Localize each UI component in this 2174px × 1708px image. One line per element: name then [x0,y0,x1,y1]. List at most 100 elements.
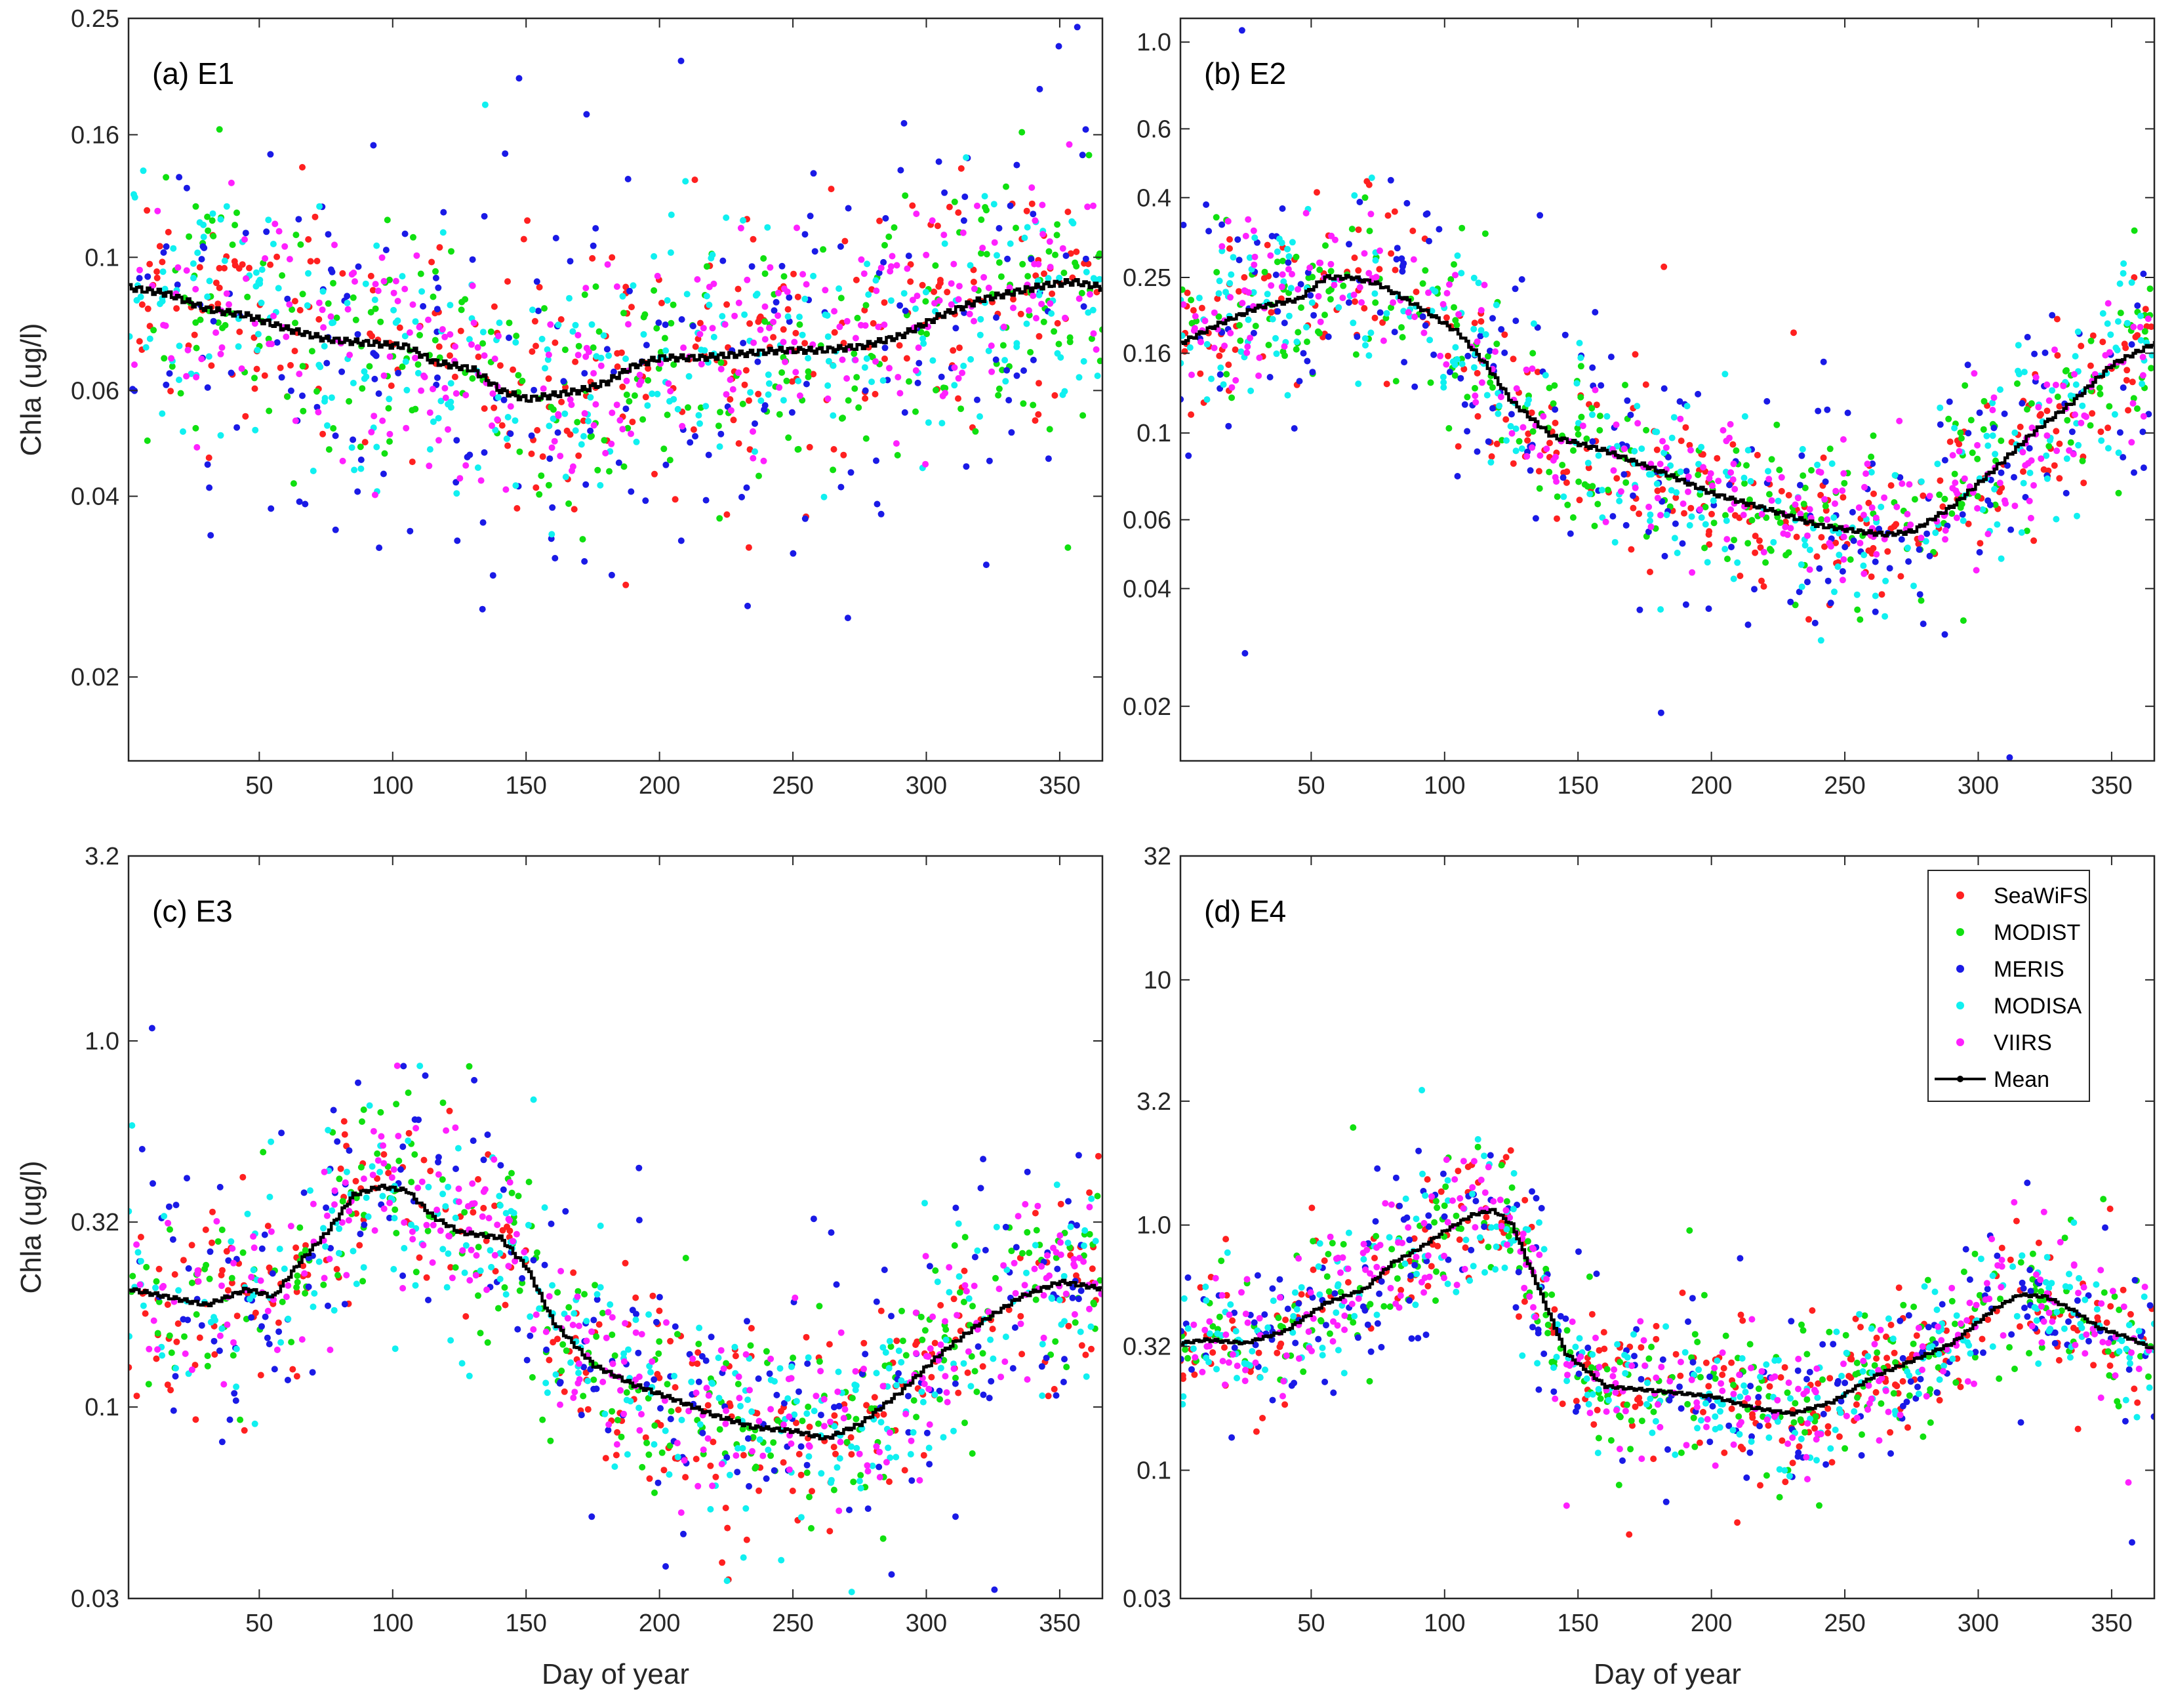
point-modisa [1688,513,1695,520]
point-modisa [175,1287,182,1294]
point-viirs [620,1358,628,1365]
point-modisa [937,1364,944,1372]
point-meris [1869,460,1876,467]
point-seawifs [614,1429,621,1436]
point-modisa [2099,310,2106,317]
point-seawifs [619,383,626,390]
point-viirs [1840,533,1847,540]
point-seawifs [1590,1421,1598,1428]
point-seawifs [1314,189,1320,196]
point-viirs [1899,480,1906,487]
point-modisa [625,1346,632,1353]
point-meris [454,537,461,544]
point-viirs [1513,385,1520,392]
point-meris [515,75,523,82]
point-modist [1340,1241,1347,1248]
point-viirs [1989,407,1996,414]
point-viirs [834,1388,841,1395]
point-seawifs [2020,468,2026,475]
point-viirs [852,335,859,342]
point-modist [1971,1354,1979,1361]
point-seawifs [955,209,962,216]
point-meris [1436,226,1443,233]
point-seawifs [1636,1394,1643,1402]
point-modist [545,481,552,489]
point-modisa [2021,369,2028,376]
point-viirs [1011,1259,1018,1267]
point-modisa [1007,240,1014,247]
point-modist [218,1227,226,1233]
point-meris [941,189,948,196]
point-seawifs [1777,1374,1784,1381]
point-meris [1075,1295,1082,1303]
point-seawifs [191,331,198,338]
point-meris [2085,1337,2092,1345]
point-modist [715,422,722,430]
point-modist [887,1343,895,1350]
point-viirs [489,390,496,397]
point-modisa [1362,342,1369,349]
point-seawifs [481,405,488,412]
point-meris [2042,349,2049,356]
point-viirs [1723,536,1731,543]
point-modist [1193,317,1200,325]
point-meris [1238,27,1245,34]
point-viirs [599,1378,607,1385]
point-seawifs [803,1333,810,1341]
point-meris [2065,1318,2072,1325]
point-viirs [744,276,751,283]
point-modist [228,1274,235,1282]
x-axis-label: Day of year [542,1658,689,1690]
point-modisa [853,1382,860,1389]
point-viirs [331,1187,338,1194]
point-seawifs [1462,1244,1469,1251]
point-modist [2061,1234,2068,1242]
point-modist [1485,1244,1492,1251]
point-viirs [251,320,258,327]
point-viirs [2139,354,2146,361]
point-modisa [622,356,629,362]
point-seawifs [289,1366,296,1373]
point-meris [1251,1319,1258,1326]
point-viirs [287,1223,294,1230]
point-meris [435,284,442,291]
point-seawifs [1956,441,1963,448]
point-modisa [709,251,716,258]
point-modisa [235,343,242,350]
point-viirs [409,301,416,308]
point-seawifs [212,279,220,287]
point-viirs [613,401,620,409]
point-modist [414,361,422,368]
point-modisa [322,1243,329,1250]
point-modist [1595,1434,1602,1442]
point-modisa [307,1187,313,1194]
point-modisa [601,1410,609,1417]
point-modist [1842,1445,1849,1452]
point-seawifs [1534,369,1541,376]
point-modisa [719,313,726,320]
point-viirs [1062,314,1068,321]
point-modist [2137,1352,2144,1360]
point-modisa [1653,480,1661,487]
point-meris [1794,1453,1802,1460]
point-viirs [2027,514,2034,521]
point-modist [968,1353,975,1360]
point-meris [1377,309,1384,316]
point-meris [952,1380,959,1387]
point-meris [138,1146,146,1152]
point-meris [210,317,217,325]
point-seawifs [533,342,539,350]
point-meris [1946,398,1953,405]
point-seawifs [707,1462,714,1469]
point-meris [662,321,669,329]
point-seawifs [732,1352,739,1360]
point-viirs [551,437,558,445]
point-modist [1546,384,1553,392]
point-seawifs [1957,1383,1964,1391]
point-modisa [834,1464,841,1471]
point-modisa [439,229,447,236]
point-viirs [2030,482,2037,489]
point-viirs [468,341,475,348]
point-meris [1401,359,1408,366]
point-viirs [767,264,774,271]
